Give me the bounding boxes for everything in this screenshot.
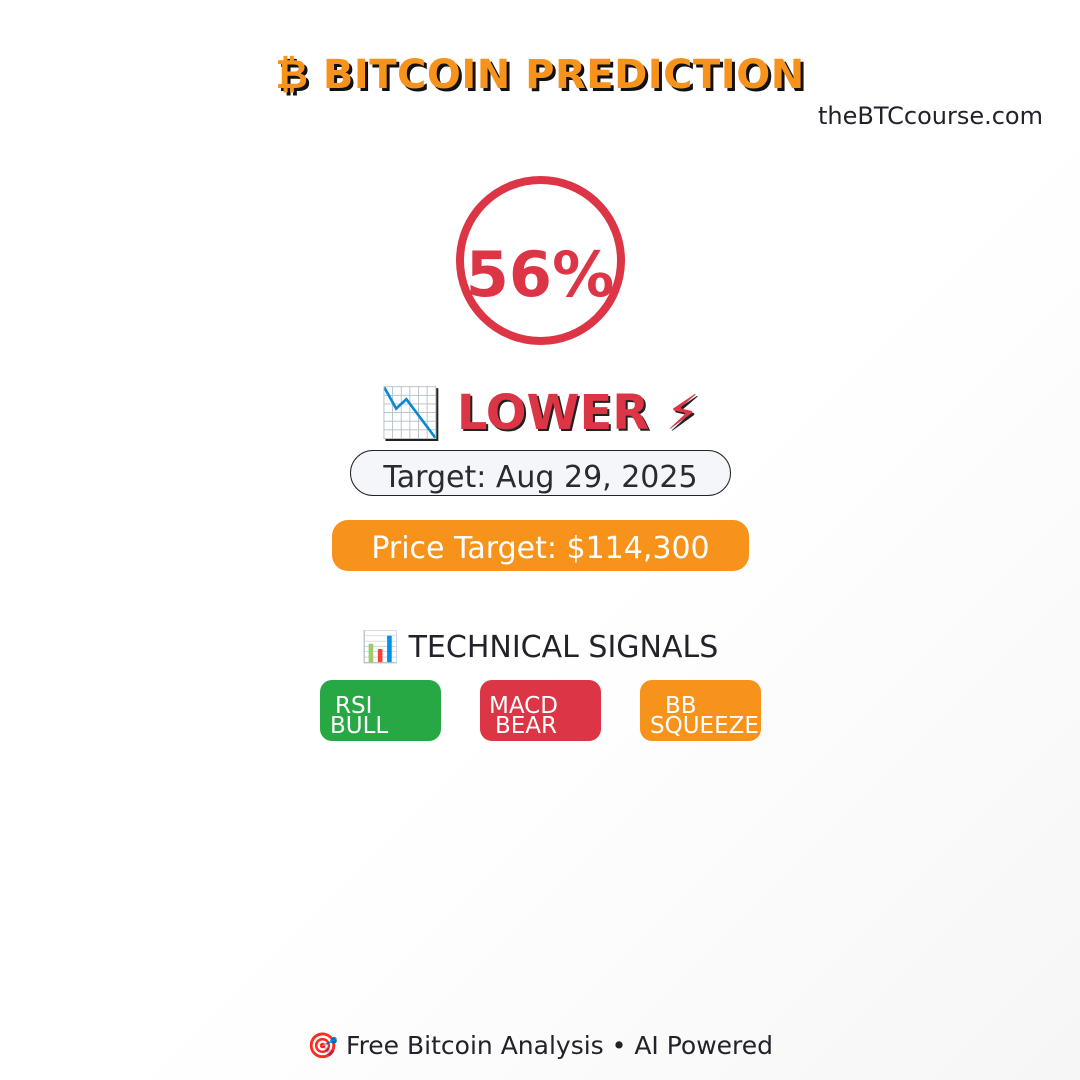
signals-heading: 📊 TECHNICAL SIGNALS bbox=[361, 630, 719, 665]
page-title: ₿ BITCOIN PREDICTION bbox=[275, 52, 805, 98]
signal-bb-state: SQUEEZE bbox=[650, 713, 759, 739]
signal-macd: MACD BEAR bbox=[480, 680, 601, 741]
price-target-badge: Price Target: $114,300 bbox=[332, 520, 749, 571]
confidence-value: 56% bbox=[465, 238, 615, 311]
signal-macd-state: BEAR bbox=[495, 713, 558, 739]
signal-bb: BB SQUEEZE bbox=[640, 680, 761, 741]
confidence-ring bbox=[456, 176, 625, 345]
signal-rsi-name: RSI bbox=[335, 693, 373, 719]
footer-text: 🎯 Free Bitcoin Analysis • AI Powered bbox=[306, 1031, 774, 1060]
prediction-direction: 📉 LOWER ⚡ bbox=[380, 385, 700, 441]
site-name: theBTCcourse.com bbox=[818, 102, 1043, 130]
target-date-badge: Target: Aug 29, 2025 bbox=[350, 450, 731, 496]
signal-rsi-state: BULL bbox=[330, 713, 389, 739]
signal-bb-name: BB bbox=[665, 693, 697, 719]
signal-macd-name: MACD bbox=[489, 693, 558, 719]
signal-rsi: RSI BULL bbox=[320, 680, 441, 741]
